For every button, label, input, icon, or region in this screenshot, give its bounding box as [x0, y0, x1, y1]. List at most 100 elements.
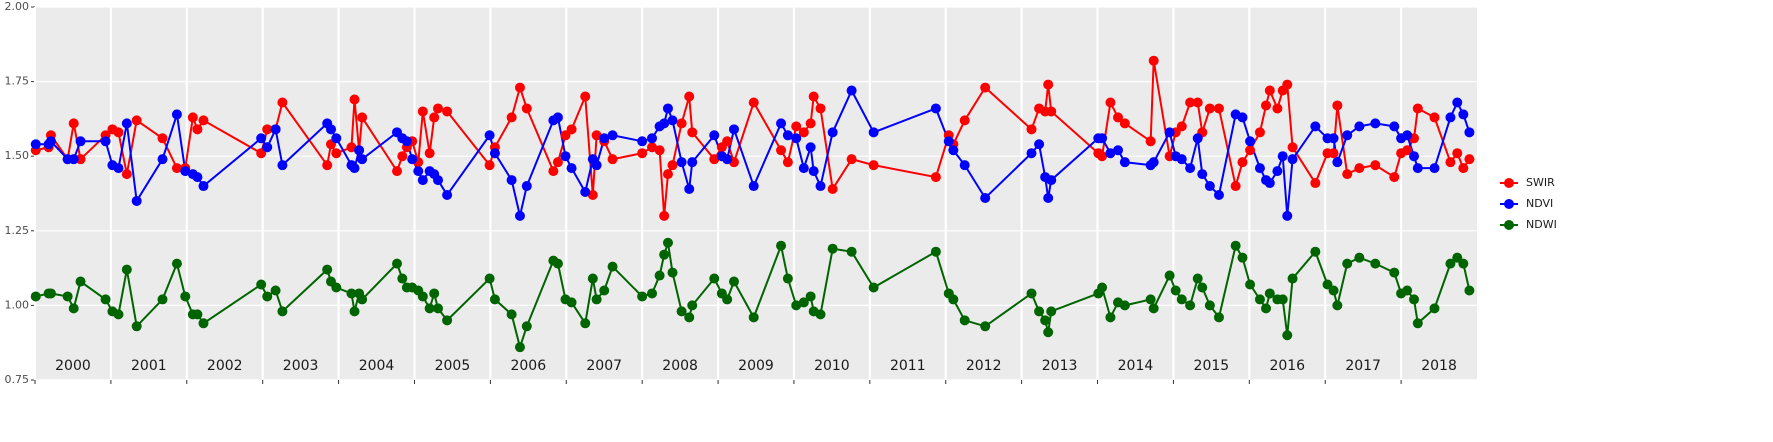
point	[1429, 303, 1440, 314]
point	[45, 288, 56, 299]
point	[331, 282, 342, 293]
point	[980, 192, 991, 203]
point	[647, 142, 658, 153]
point	[1192, 97, 1203, 108]
point	[684, 184, 695, 195]
point	[805, 142, 816, 153]
point	[1230, 181, 1241, 192]
point	[776, 240, 787, 251]
point	[1197, 282, 1208, 293]
point	[1204, 300, 1215, 311]
point	[1328, 285, 1339, 296]
point	[1464, 127, 1475, 138]
point	[1145, 294, 1156, 305]
point	[433, 303, 444, 314]
point	[798, 127, 809, 138]
point	[1185, 163, 1196, 174]
point	[846, 246, 857, 257]
point	[1230, 240, 1241, 251]
point	[1245, 279, 1256, 290]
point	[1204, 181, 1215, 192]
year-label: 2013	[1042, 358, 1078, 374]
year-label: 2012	[966, 358, 1002, 374]
point	[514, 82, 525, 93]
point	[1409, 151, 1420, 162]
point	[1145, 136, 1156, 147]
point	[1272, 166, 1283, 177]
point	[277, 160, 288, 171]
point	[1310, 178, 1321, 189]
y-tick-label: 1.25	[5, 224, 30, 237]
point	[1119, 300, 1130, 311]
point	[113, 163, 124, 174]
point	[815, 309, 826, 320]
point	[943, 136, 954, 147]
point	[413, 166, 424, 177]
point	[667, 267, 678, 278]
point	[256, 279, 267, 290]
point	[325, 124, 336, 135]
point	[424, 148, 435, 159]
legend-point	[1504, 220, 1514, 230]
point	[722, 136, 733, 147]
point	[417, 291, 428, 302]
point	[1370, 160, 1381, 171]
point	[748, 181, 759, 192]
point	[331, 148, 342, 159]
point	[1197, 169, 1208, 180]
point	[959, 115, 970, 126]
point	[484, 160, 495, 171]
point	[187, 112, 198, 123]
point	[506, 309, 517, 320]
point	[1342, 169, 1353, 180]
point	[654, 145, 665, 156]
point	[868, 127, 879, 138]
point	[1287, 154, 1298, 165]
point	[121, 169, 132, 180]
point	[322, 160, 333, 171]
point	[270, 285, 281, 296]
point	[1164, 270, 1175, 281]
legend-label: NDWI	[1526, 218, 1557, 231]
point	[709, 154, 720, 165]
point	[580, 187, 591, 198]
point	[1254, 294, 1265, 305]
point	[1429, 112, 1440, 123]
point	[805, 118, 816, 129]
point	[1046, 175, 1057, 186]
point	[659, 249, 670, 260]
point	[1277, 151, 1288, 162]
point	[662, 103, 673, 114]
point	[68, 154, 79, 165]
point	[392, 258, 403, 269]
point	[1452, 97, 1463, 108]
point	[489, 148, 500, 159]
point	[157, 154, 168, 165]
legend-label: NDVI	[1526, 197, 1553, 210]
point	[1176, 154, 1187, 165]
point	[1192, 273, 1203, 284]
point	[587, 273, 598, 284]
point	[587, 189, 598, 200]
point	[709, 130, 720, 141]
point	[591, 130, 602, 141]
point	[846, 154, 857, 165]
point	[1370, 118, 1381, 129]
point	[827, 127, 838, 138]
point	[349, 306, 360, 317]
point	[1412, 103, 1423, 114]
point	[798, 163, 809, 174]
point	[846, 85, 857, 96]
point	[1034, 306, 1045, 317]
point	[748, 312, 759, 323]
point	[659, 210, 670, 221]
point	[45, 136, 56, 147]
point	[357, 112, 368, 123]
point	[1354, 121, 1365, 132]
point	[1046, 106, 1057, 117]
point	[401, 136, 412, 147]
point	[815, 103, 826, 114]
point	[429, 288, 440, 299]
point	[647, 133, 658, 144]
point	[171, 109, 182, 120]
